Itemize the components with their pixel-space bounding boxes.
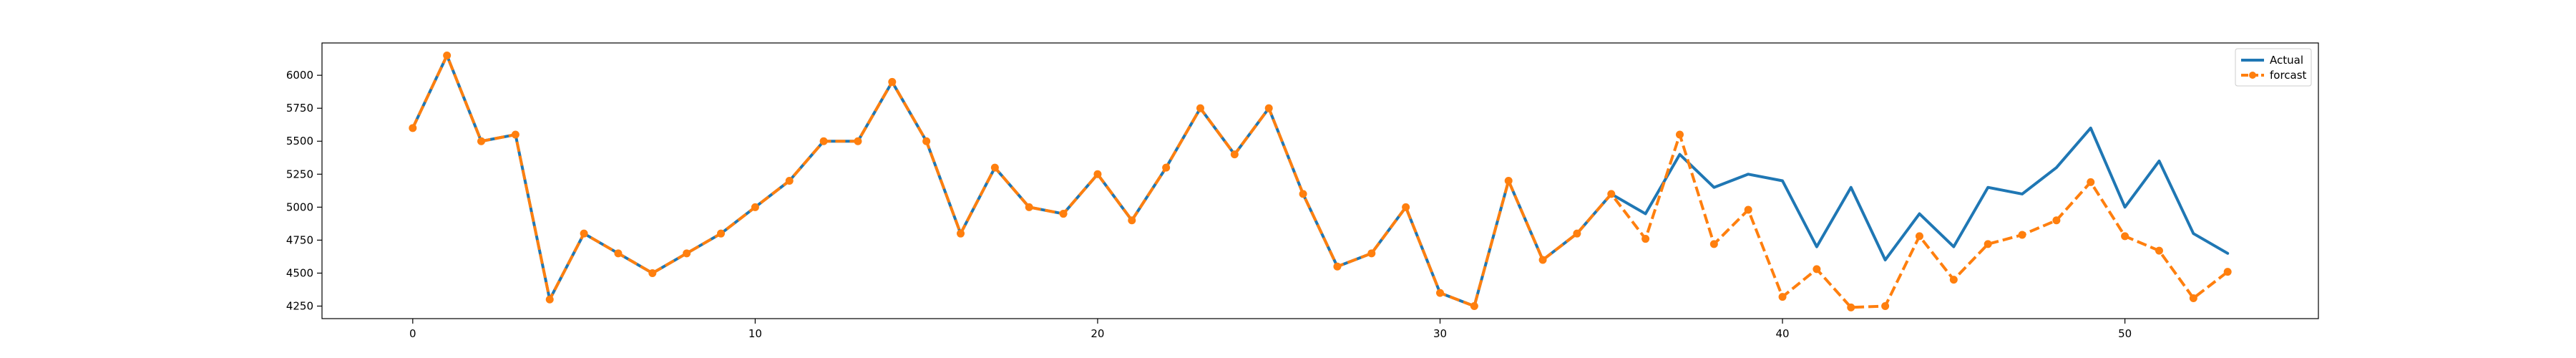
y-tick-label: 4750 bbox=[286, 233, 313, 246]
data-point bbox=[545, 295, 554, 304]
data-point bbox=[580, 229, 588, 238]
x-tick-label: 40 bbox=[1776, 327, 1790, 340]
data-point bbox=[1059, 210, 1068, 218]
series-line bbox=[411, 54, 2229, 309]
y-tick-label: 5250 bbox=[286, 168, 313, 180]
data-point bbox=[2155, 246, 2163, 255]
data-point bbox=[2052, 216, 2061, 225]
legend-marker bbox=[2249, 72, 2256, 79]
data-point bbox=[1847, 303, 1855, 311]
data-point bbox=[854, 137, 862, 145]
data-point bbox=[443, 52, 452, 59]
data-point bbox=[2018, 231, 2026, 239]
plot-frame bbox=[321, 42, 2319, 319]
data-point bbox=[511, 130, 519, 139]
data-point bbox=[1162, 163, 1171, 172]
data-point bbox=[717, 229, 726, 238]
data-point bbox=[1230, 150, 1239, 159]
data-point bbox=[683, 249, 691, 258]
data-point bbox=[2189, 294, 2197, 302]
x-tick-label: 10 bbox=[748, 327, 762, 340]
x-tick-label: 50 bbox=[2118, 327, 2132, 340]
data-point bbox=[1744, 205, 1752, 214]
y-tick-label: 5750 bbox=[286, 102, 313, 115]
data-point bbox=[1709, 240, 1718, 248]
series-1 bbox=[409, 52, 2232, 311]
data-point bbox=[1402, 203, 1410, 211]
data-point bbox=[1504, 177, 1513, 185]
axes-layer: 0 10 20 30 40 50 4250 4500 4750 5000 5250 5500 5750 6… bbox=[286, 42, 2319, 340]
data-point bbox=[785, 177, 794, 185]
data-point bbox=[1470, 302, 1478, 310]
data-point bbox=[648, 268, 657, 277]
data-point bbox=[1299, 190, 1307, 198]
legend-label: Actual bbox=[2270, 54, 2303, 67]
data-point bbox=[1367, 249, 1376, 258]
data-point bbox=[2223, 268, 2232, 276]
legend-label: forcast bbox=[2270, 69, 2307, 82]
data-point bbox=[1025, 203, 1033, 211]
data-point bbox=[1641, 235, 1650, 243]
data-point bbox=[1607, 190, 1616, 198]
data-point bbox=[1813, 265, 1821, 274]
data-point bbox=[1573, 229, 1581, 238]
data-point bbox=[477, 137, 486, 145]
x-tick-label: 0 bbox=[409, 327, 416, 340]
data-point bbox=[1915, 232, 1923, 241]
data-point bbox=[2121, 232, 2129, 241]
data-point bbox=[1675, 130, 1684, 139]
data-point bbox=[409, 124, 417, 132]
data-point bbox=[2087, 178, 2095, 186]
data-point bbox=[1196, 104, 1204, 112]
data-point bbox=[990, 163, 999, 172]
x-tick-label: 20 bbox=[1091, 327, 1104, 340]
y-tick-label: 5000 bbox=[286, 200, 313, 213]
data-point bbox=[957, 229, 965, 238]
y-tick-label: 5500 bbox=[286, 135, 313, 147]
data-point bbox=[614, 249, 623, 258]
data-point bbox=[1436, 289, 1444, 297]
data-point bbox=[888, 77, 897, 86]
data-point bbox=[819, 137, 828, 145]
y-tick-label: 6000 bbox=[286, 69, 313, 82]
data-point bbox=[1333, 262, 1342, 271]
legend: Actual forcast bbox=[2235, 48, 2312, 87]
data-point bbox=[922, 137, 931, 145]
data-point bbox=[1264, 104, 1273, 112]
y-tick-label: 4500 bbox=[286, 266, 313, 279]
data-point bbox=[1128, 216, 1136, 225]
data-point bbox=[1881, 302, 1890, 310]
series-layer bbox=[409, 52, 2232, 311]
y-tick-label: 4250 bbox=[286, 300, 313, 313]
data-point bbox=[1778, 293, 1787, 301]
data-point bbox=[1984, 240, 1992, 248]
data-point bbox=[751, 203, 759, 211]
data-point bbox=[1538, 256, 1547, 264]
data-point bbox=[1093, 170, 1102, 178]
x-tick-label: 30 bbox=[1433, 327, 1447, 340]
data-point bbox=[1949, 276, 1958, 284]
